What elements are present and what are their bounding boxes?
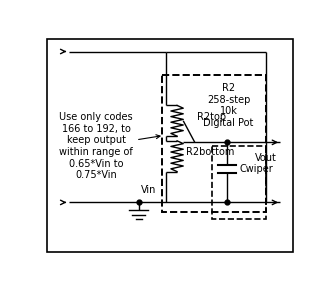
Bar <box>162 75 266 212</box>
Text: Cwiper: Cwiper <box>239 164 273 174</box>
Text: R2bottom: R2bottom <box>186 147 235 157</box>
Text: R2
258-step
10k
Digital Pot: R2 258-step 10k Digital Pot <box>204 83 254 128</box>
Text: R2top: R2top <box>197 112 226 122</box>
Bar <box>212 146 266 219</box>
Text: Vout: Vout <box>255 153 277 163</box>
Text: Use only codes
166 to 192, to
keep output
within range of
0.65*Vin to
0.75*Vin: Use only codes 166 to 192, to keep outpu… <box>59 112 160 180</box>
Text: Vin: Vin <box>141 185 156 195</box>
